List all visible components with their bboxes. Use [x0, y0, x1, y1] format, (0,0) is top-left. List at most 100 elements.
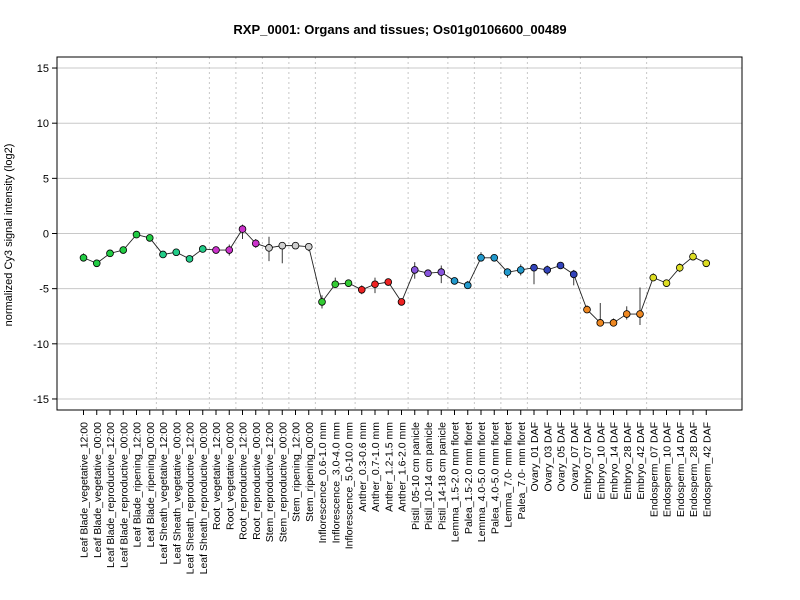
- x-tick-label: Inflorescence_3.0-4.0 mm: [330, 422, 342, 544]
- data-point: [278, 241, 287, 250]
- x-tick-label: Ovary_01 DAF: [529, 422, 541, 491]
- data-point: [106, 249, 114, 258]
- y-tick-label: 5: [43, 173, 49, 185]
- x-tick-label: Anther_1.6-2.0 mm: [397, 422, 409, 512]
- x-tick-label: Leaf Sheath_reproductive_12:00: [185, 422, 197, 575]
- x-tick-label: Endosperm_14 DAF: [675, 422, 687, 517]
- plot-frame: [56, 56, 743, 411]
- data-point: [516, 266, 525, 274]
- x-tick-label: Endosperm_42 DAF: [701, 422, 713, 517]
- y-tick-label: 10: [37, 118, 49, 130]
- data-point: [437, 268, 446, 276]
- y-tick-label: -15: [33, 394, 49, 406]
- series-polyline: [83, 228, 707, 324]
- data-point: [662, 279, 671, 287]
- data-point: [92, 259, 101, 268]
- x-tick-label: Leaf Sheath_vegetative_12:00: [158, 422, 170, 565]
- x-tick-label: Palea_1.5-2.0 mm floret: [463, 422, 475, 534]
- data-point: [622, 310, 631, 318]
- data-point: [675, 263, 684, 272]
- data-point: [318, 298, 326, 306]
- series-line: [83, 228, 707, 324]
- y-axis-label: normalized Cy3 signal intensity (log2): [3, 144, 15, 327]
- grid-layer: [57, 67, 742, 400]
- x-tick-label: Stem_reproductive_12:00: [264, 422, 276, 542]
- x-tick-label: Leaf Sheath_vegetative_00:00: [171, 422, 183, 565]
- x-tick-label: Endosperm_28 DAF: [688, 422, 700, 517]
- data-point: [609, 319, 618, 327]
- data-point: [556, 261, 565, 270]
- x-tick-label: Leaf Blade_ripening_12:00: [132, 422, 144, 548]
- data-point: [304, 242, 313, 251]
- x-tick-label: Leaf Sheath_reproductive_00:00: [198, 422, 210, 575]
- x-tick-label: Inflorescence_0.6-1.0 mm: [317, 422, 329, 544]
- data-point: [543, 266, 552, 274]
- error-bars: [83, 224, 707, 326]
- data-point: [331, 280, 340, 289]
- x-tick-label: Lemma_7.0- mm floret: [503, 422, 515, 528]
- x-tick-label: Root_reproductive_00:00: [251, 422, 263, 540]
- data-point: [132, 230, 141, 239]
- data-point: [490, 253, 499, 262]
- x-tick-label: Lemma_4.0-5.0 mm floret: [476, 422, 488, 542]
- data-point: [198, 245, 207, 253]
- y-tick-label: -10: [33, 339, 49, 351]
- x-tick-label: Root_vegetative_00:00: [224, 422, 236, 530]
- x-tick-label: Leaf Blade_vegetative_12:00: [79, 422, 91, 558]
- x-tick-label: Embryo_28 DAF: [622, 422, 634, 500]
- x-tick-label: Stem_ripening_00:00: [304, 422, 316, 522]
- x-tick-label: Pistil_10-14 cm panicle: [423, 422, 435, 530]
- data-point: [159, 250, 167, 259]
- x-tick-label: Inflorescence_5.0-10.0 mm: [344, 422, 356, 549]
- data-point: [397, 298, 406, 306]
- x-tick-label: Anther_0.7-1.0 mm: [370, 422, 382, 512]
- x-tick-label: Embryo_42 DAF: [635, 422, 647, 500]
- chart-title: RXP_0001: Organs and tissues; Os01g01066…: [233, 22, 566, 37]
- data-point: [212, 246, 220, 254]
- data-point: [503, 268, 512, 276]
- x-tick-label: Stem_reproductive_00:00: [277, 422, 289, 542]
- data-point: [357, 285, 366, 294]
- data-point: [583, 305, 591, 314]
- x-tick-label: Pistil_05-10 cm panicle: [410, 422, 422, 530]
- data-point: [291, 241, 300, 250]
- x-tick-label: Anther_1.2-1.5 mm: [383, 422, 395, 512]
- x-tick-label: Ovary_07 DAF: [569, 422, 581, 491]
- x-tick-label: Root_reproductive_12:00: [238, 422, 250, 540]
- y-tick-label: 0: [43, 229, 49, 241]
- data-points: [79, 225, 711, 327]
- data-point: [119, 246, 128, 254]
- x-tick-label: Root_vegetative_12:00: [211, 422, 223, 530]
- data-point: [424, 269, 432, 278]
- data-point: [463, 281, 472, 290]
- data-point: [172, 248, 181, 257]
- data-point: [477, 253, 485, 262]
- x-tick-label: Leaf Blade_reproductive_00:00: [118, 422, 130, 568]
- data-point: [145, 234, 154, 242]
- data-point: [530, 263, 538, 272]
- x-tick-label: Palea_4.0-5.0 mm floret: [489, 422, 501, 534]
- data-point: [371, 280, 379, 289]
- y-axis: -15 -10 -5 0 5 10 15: [33, 63, 57, 406]
- data-point: [344, 279, 353, 287]
- x-tick-label: Anther_0.3-0.6 mm: [357, 422, 369, 512]
- x-tick-label: Ovary_03 DAF: [542, 422, 554, 491]
- x-axis: Leaf Blade_vegetative_12:00 Leaf Blade_ve…: [79, 410, 713, 575]
- x-tick-label: Embryo_10 DAF: [595, 422, 607, 500]
- data-point: [569, 270, 578, 279]
- x-tick-label: Ovary_05 DAF: [556, 422, 568, 491]
- data-point: [265, 244, 273, 252]
- x-tick-label: Embryo_07 DAF: [582, 422, 594, 500]
- x-tick-label: Endosperm_07 DAF: [648, 422, 660, 517]
- x-tick-label: Pistil_14-18 cm panicle: [436, 422, 448, 530]
- y-tick-label: 15: [37, 63, 49, 75]
- data-point: [689, 252, 697, 261]
- group-separators: [155, 57, 648, 410]
- data-point: [251, 239, 260, 248]
- data-point: [636, 310, 644, 318]
- data-point: [185, 255, 194, 263]
- data-point: [384, 278, 393, 286]
- y-tick-label: -5: [39, 284, 49, 296]
- x-tick-label: Embryo_14 DAF: [609, 422, 621, 500]
